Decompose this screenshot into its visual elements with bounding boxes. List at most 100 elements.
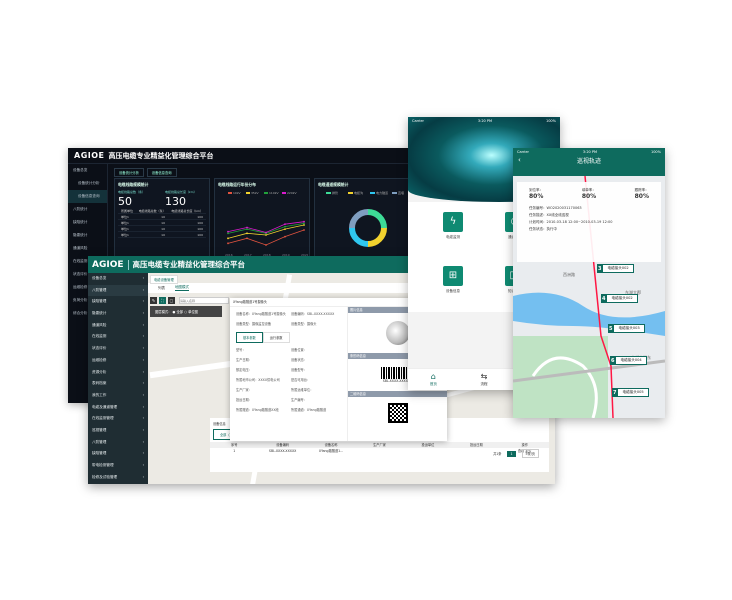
rate-kpi: 填单率： 80% xyxy=(582,188,596,200)
column-header: 序号 xyxy=(231,443,238,447)
sidebar-item[interactable]: 缺陷管理 ‹ xyxy=(88,296,148,308)
mode-label: 图层模式： xyxy=(155,310,172,314)
page-size-select[interactable]: 5条/页 xyxy=(521,449,539,458)
sidebar-item[interactable]: 隐患统计 ‹ xyxy=(88,308,148,320)
sidebar-item[interactable]: 八防管理 ‹ xyxy=(88,437,148,449)
tile-2[interactable]: ⊞ 设备信息 xyxy=(422,266,484,312)
radio-unit[interactable]: ○ 单位图 xyxy=(184,310,198,314)
cell: 1 xyxy=(233,449,236,453)
radio-label: 单位图 xyxy=(188,310,198,314)
sidebar-item[interactable]: 八防管理 ‹ xyxy=(88,284,148,297)
tab-stats[interactable]: 设备统计分析 xyxy=(114,168,144,177)
sidebar-item[interactable]: 电缆及通道管理 ‹ xyxy=(88,402,148,414)
sidebar-item-label: 检修及试验管理 xyxy=(92,474,118,479)
track-marker[interactable]: 4 电缆接头002 xyxy=(601,294,638,303)
barcode: SBL-XXXX-XXXXXX xyxy=(348,359,447,391)
chevron-icon: ‹ xyxy=(142,299,144,304)
sidebar-item[interactable]: 缺陷管理 ‹ xyxy=(88,448,148,460)
data-point xyxy=(227,237,229,240)
map-label: 东湖大郡 xyxy=(625,289,641,295)
app-title: 高压电缆专业精益化管理综合平台 xyxy=(108,151,214,160)
column-header: 设备编码 xyxy=(276,443,289,447)
track-marker[interactable]: 7 电缆接头005 xyxy=(612,388,649,397)
legend-swatch xyxy=(370,192,375,194)
chevron-icon: ‹ xyxy=(142,276,144,280)
edit-icon[interactable]: ✎ xyxy=(150,297,157,304)
param: 是否可用台： xyxy=(291,378,311,382)
cell: 所属单位 xyxy=(121,209,134,213)
sidebar-item-label: 通道风险 xyxy=(92,322,107,327)
rate-label: 到位率： xyxy=(529,188,543,192)
chevron-icon: ‹ xyxy=(142,451,144,456)
cell: SBL-XXXX-XXXXX xyxy=(268,449,297,453)
channel-scale-panel: 电缆通道规模统计 排管 电缆沟 电力隧道 直埋 xyxy=(314,178,420,258)
carrier: Carrier xyxy=(517,150,529,154)
layer-icon[interactable]: ▢ xyxy=(168,297,175,304)
tab-list[interactable]: 列表 xyxy=(158,285,165,290)
legend-swatch xyxy=(246,192,250,194)
cell: 电缆线路总长度（km） xyxy=(171,209,203,213)
sidebar-item[interactable]: 巡视管理 ‹ xyxy=(88,425,148,437)
track-marker[interactable]: 3 电缆接头002 xyxy=(597,264,634,273)
data-point xyxy=(246,237,248,240)
sidebar-item[interactable]: 状态评价 ‹ xyxy=(88,343,148,355)
column-header: 设备名称 xyxy=(324,443,338,447)
page-tab[interactable]: 电缆设备管理 xyxy=(150,275,178,284)
tab-home[interactable]: ⌂ 首页 xyxy=(430,372,437,390)
sidebar-item[interactable]: 带电检测管理 ‹ xyxy=(88,460,148,472)
sidebar-item[interactable]: 在线监测管理 ‹ xyxy=(88,413,148,425)
web-sidebar: 设备总览 ‹ 八防管理 ‹ 缺陷管理 ‹ 隐患统计 ‹ 通道风险 ‹ 在线监测 ‹ 状态评价 ‹ 运维检修 ‹… xyxy=(88,273,148,484)
sidebar-item[interactable]: 表码档案 ‹ xyxy=(88,378,148,390)
sidebar-item[interactable]: 设备信息查询 xyxy=(68,190,107,203)
sidebar-item[interactable]: 设备总览 ‹ xyxy=(88,273,148,285)
search-input[interactable] xyxy=(179,297,229,304)
sidebar-item[interactable]: 运维检修 xyxy=(73,285,88,289)
sidebar-item[interactable]: 隐患统计 xyxy=(73,233,88,237)
table-row[interactable]: 1 SBL-XXXX-XXXXX XYang路隧道1... 查看 定位 xyxy=(210,448,549,454)
cell: 100 xyxy=(197,233,203,237)
task-value: WO2020031170063 xyxy=(546,206,582,210)
cell: 10 xyxy=(161,221,165,225)
app-title: 高压电缆专业精益化管理综合平台 xyxy=(132,260,246,269)
tab-flow[interactable]: ⇆ 流程 xyxy=(480,372,487,390)
field: 设备类型：摄像监控设备 xyxy=(236,322,272,326)
data-point xyxy=(284,235,286,238)
chevron-icon: ‹ xyxy=(142,334,144,339)
panel-title: 电缆线路运行年份分布 xyxy=(218,182,256,187)
sidebar-item[interactable]: 资源分析 ‹ xyxy=(88,367,148,379)
sidebar-item[interactable]: 检修及试验管理 ‹ xyxy=(88,472,148,484)
marker-number: 4 xyxy=(602,295,606,302)
marker-number: 3 xyxy=(598,265,602,272)
sidebar-item[interactable]: 设备总览 xyxy=(73,168,88,172)
data-point xyxy=(284,225,286,228)
sidebar-item[interactable]: 我的工作 ‹ xyxy=(88,390,148,402)
select-icon[interactable]: ⛶ xyxy=(159,297,166,304)
param: 投运日期： xyxy=(236,398,252,402)
sidebar-item[interactable]: 设备统计分析 xyxy=(78,181,100,185)
basic-params-button[interactable]: 基本参数 xyxy=(236,332,263,343)
chevron-icon: ‹ xyxy=(142,322,144,327)
sidebar-item[interactable]: 八防统计 xyxy=(73,207,88,211)
radio-all[interactable]: ● 全部 xyxy=(172,310,184,314)
page-button[interactable]: 1 xyxy=(507,450,516,457)
sidebar-item[interactable]: 通道风险 xyxy=(73,246,88,250)
sidebar-item[interactable]: 综合分析 xyxy=(73,311,88,315)
tile-0[interactable]: ϟ 电缆监测 xyxy=(422,212,484,258)
back-icon[interactable]: ‹ xyxy=(518,156,521,164)
sidebar-item[interactable]: 运维检修 ‹ xyxy=(88,355,148,367)
sidebar-item-label: 八防管理 xyxy=(92,287,107,292)
sidebar-item[interactable]: 在线监测 xyxy=(73,259,88,263)
tab-query[interactable]: 设备信息查询 xyxy=(146,168,177,177)
track-marker[interactable]: 5 电缆接头003 xyxy=(608,324,645,333)
sidebar-item-label: 八防管理 xyxy=(92,439,107,444)
sidebar-item[interactable]: 负荷分析 xyxy=(73,298,88,302)
run-params-button[interactable]: 运行参数 xyxy=(262,332,290,343)
kpi-label: 电缆线路总数（条） xyxy=(118,190,146,194)
sidebar-item[interactable]: 缺陷统计 xyxy=(73,220,88,224)
track-marker[interactable]: 6 电缆接头004 xyxy=(610,356,647,365)
sidebar-item[interactable]: 通道风险 ‹ xyxy=(88,320,148,332)
sidebar-item[interactable]: 状态评价 xyxy=(73,272,88,276)
tab-map[interactable]: 地图模式 xyxy=(175,285,189,291)
sidebar-item[interactable]: 在线监测 ‹ xyxy=(88,331,148,343)
data-point xyxy=(303,220,305,223)
